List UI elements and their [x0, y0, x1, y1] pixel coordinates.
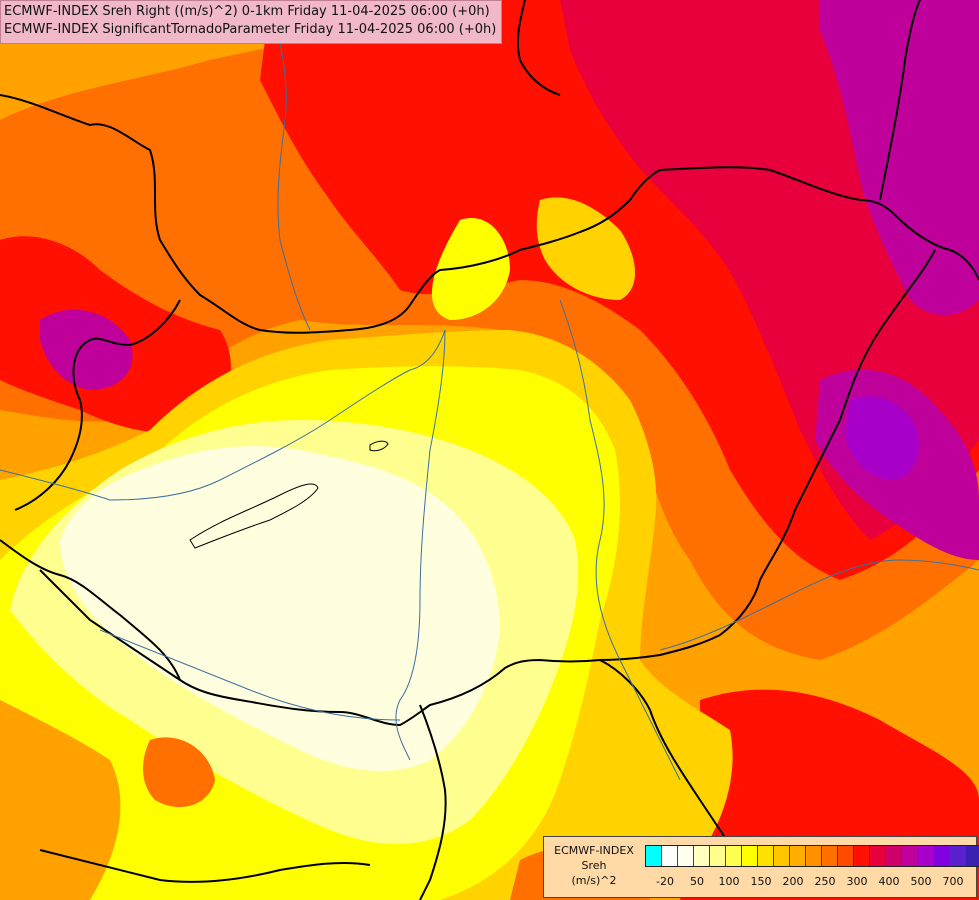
legend-swatch	[902, 846, 918, 866]
legend-tick-labels: -20 50 100 150 200 250 300 400 500 700	[645, 875, 967, 889]
legend-tick-label: 50	[690, 875, 704, 888]
river-east	[659, 559, 979, 651]
legend-swatch	[790, 846, 806, 866]
legend-swatch	[950, 846, 966, 866]
river-north	[269, 0, 311, 331]
map-header: ECMWF-INDEX Sreh Right ((m/s)^2) 0-1km F…	[0, 0, 502, 44]
country-border-sw	[0, 539, 181, 681]
legend-swatch	[662, 846, 678, 866]
legend-swatch	[646, 846, 662, 866]
header-line-sreh: ECMWF-INDEX Sreh Right ((m/s)^2) 0-1km F…	[4, 4, 490, 19]
legend-swatch	[886, 846, 902, 866]
lake-balaton	[189, 483, 319, 549]
river-tisza	[559, 299, 681, 781]
field-magenta-ne	[820, 0, 979, 315]
lake-small	[369, 440, 389, 452]
legend-swatch	[934, 846, 950, 866]
legend-swatch	[822, 846, 838, 866]
country-border-n-line	[516, 0, 561, 96]
legend-title: ECMWF-INDEX Sreh (m/s)^2	[548, 843, 640, 888]
country-border-bottom-left	[419, 704, 447, 900]
legend-tick-label: 300	[846, 875, 868, 888]
legend-title-unit: (m/s)^2	[571, 874, 617, 887]
legend-tick-label: 200	[782, 875, 804, 888]
country-border-ne-line	[879, 0, 921, 201]
legend-tick-label: 100	[718, 875, 740, 888]
legend-swatch	[806, 846, 822, 866]
field-orange-sw	[0, 700, 121, 900]
legend-swatch	[854, 846, 870, 866]
legend-swatch	[726, 846, 742, 866]
legend-tick-label: 400	[878, 875, 900, 888]
legend-tick-label: -20	[656, 875, 674, 888]
field-purple-east	[845, 396, 919, 480]
field-gold-north-spot	[536, 197, 635, 300]
legend-swatch	[742, 846, 758, 866]
country-border-west	[14, 299, 181, 511]
field-yellow-north	[431, 218, 510, 320]
country-border-south	[39, 569, 661, 727]
legend-color-scale	[645, 845, 979, 867]
color-legend: ECMWF-INDEX Sreh (m/s)^2 -20 50 100 150 200 2…	[543, 836, 979, 898]
legend-title-param: Sreh	[581, 859, 607, 872]
header-line-stp: ECMWF-INDEX SignificantTornadoParameter …	[4, 22, 497, 37]
river-danube	[0, 329, 446, 761]
country-border-bottom	[39, 849, 371, 883]
country-border-north	[0, 94, 979, 334]
country-border-east	[659, 249, 936, 656]
field-white-spot	[368, 686, 425, 755]
legend-tick-label: 700	[942, 875, 964, 888]
field-magenta-west	[40, 309, 133, 390]
legend-swatch	[838, 846, 854, 866]
legend-swatch	[966, 846, 979, 866]
field-darkorange-sw-spot	[143, 737, 215, 808]
legend-swatch	[694, 846, 710, 866]
legend-swatch	[758, 846, 774, 866]
legend-tick-label: 500	[910, 875, 932, 888]
legend-swatch	[678, 846, 694, 866]
legend-tick-label: 150	[750, 875, 772, 888]
legend-swatch	[870, 846, 886, 866]
legend-swatch	[918, 846, 934, 866]
legend-swatch	[774, 846, 790, 866]
legend-tick-label: 250	[814, 875, 836, 888]
legend-swatch	[710, 846, 726, 866]
river-drava	[99, 629, 401, 721]
legend-title-source: ECMWF-INDEX	[554, 844, 634, 857]
